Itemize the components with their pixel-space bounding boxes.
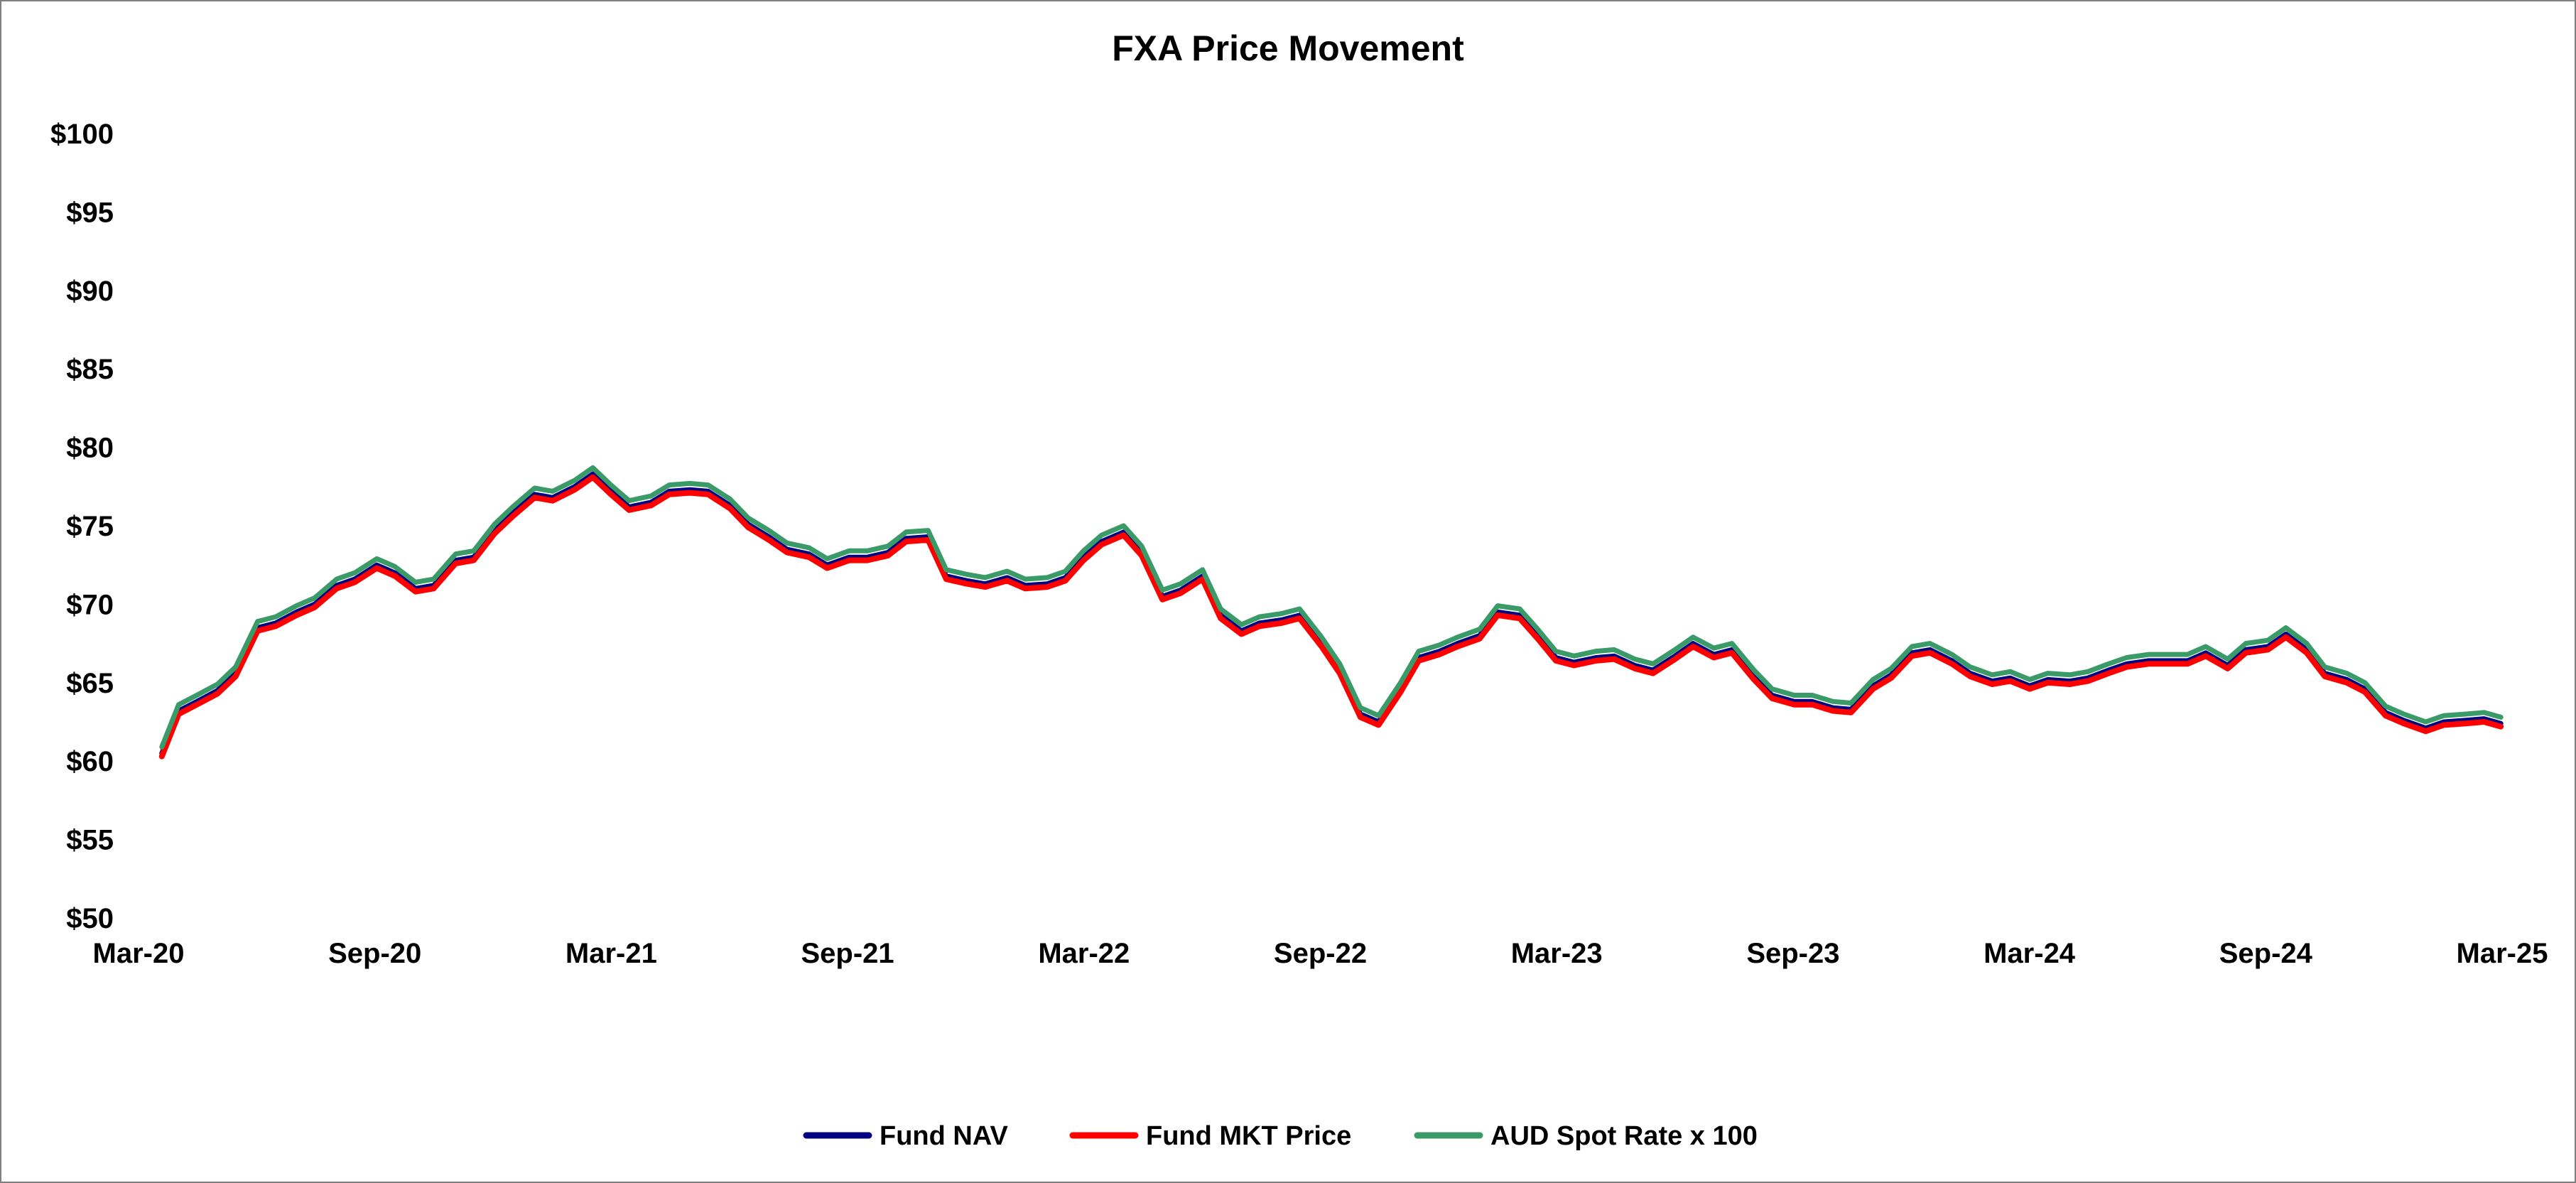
y-tick-label: $75 (66, 511, 114, 542)
y-tick-label: $90 (66, 276, 114, 307)
chart-title: FXA Price Movement (1112, 28, 1464, 68)
x-tick-label: Sep-23 (1746, 938, 1839, 969)
series-lines (158, 465, 2504, 760)
y-tick-label: $60 (66, 746, 114, 777)
legend: Fund NAV Fund MKT Price AUD Spot Rate x 10… (803, 1121, 1758, 1151)
y-axis-ticks: $100 $95 $90 $85 $80 $75 $70 $65 $60 $55 $50 (50, 119, 114, 934)
legend-label: AUD Spot Rate x 100 (1490, 1121, 1758, 1151)
x-tick-label: Sep-24 (2219, 938, 2313, 969)
y-tick-label: $85 (66, 354, 114, 385)
x-tick-label: Mar-23 (1511, 938, 1603, 969)
y-tick-label: $100 (50, 119, 114, 150)
x-tick-label: Sep-22 (1274, 938, 1367, 969)
x-tick-label: Mar-25 (2457, 938, 2548, 969)
x-tick-label: Mar-20 (93, 938, 185, 969)
y-tick-label: $55 (66, 825, 114, 856)
series-line-mkt (158, 474, 2504, 760)
x-tick-label: Mar-21 (565, 938, 657, 969)
legend-label: Fund NAV (880, 1121, 1008, 1151)
x-tick-label: Sep-20 (328, 938, 421, 969)
x-tick-label: Mar-22 (1038, 938, 1130, 969)
y-tick-label: $65 (66, 668, 114, 699)
y-tick-label: $80 (66, 433, 114, 464)
y-tick-label: $50 (66, 903, 114, 934)
series-line-spot (159, 465, 2504, 750)
y-tick-label: $95 (66, 197, 114, 228)
x-tick-label: Mar-24 (1984, 938, 2076, 969)
x-tick-label: Sep-21 (801, 938, 894, 969)
y-tick-label: $70 (66, 589, 114, 620)
legend-label: Fund MKT Price (1146, 1121, 1351, 1151)
x-axis-ticks: Mar-20 Sep-20 Mar-21 Sep-21 Mar-22 Sep-22 Mar-… (93, 938, 2548, 969)
